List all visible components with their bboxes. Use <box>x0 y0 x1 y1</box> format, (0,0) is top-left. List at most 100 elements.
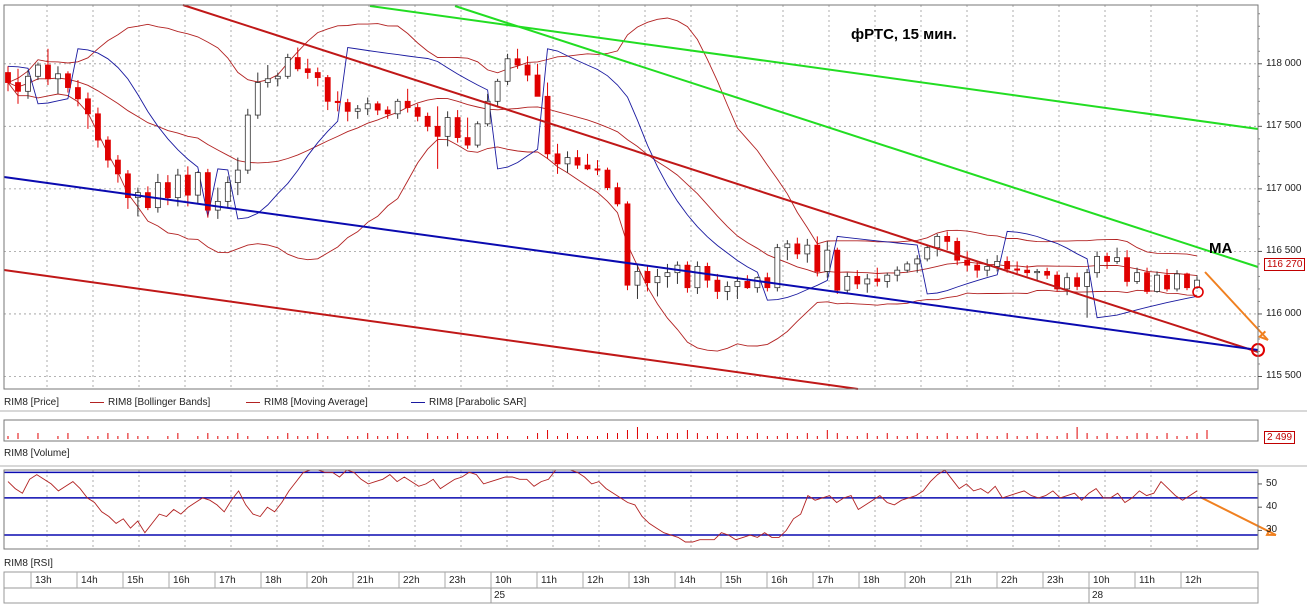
candle-body <box>864 278 871 285</box>
candle <box>904 261 911 273</box>
candle-body <box>684 264 691 289</box>
candle <box>504 53 511 86</box>
candle <box>1184 272 1190 291</box>
candle <box>284 53 291 79</box>
last-price-tag: 116 270 <box>1264 258 1306 271</box>
candle-body <box>504 58 511 82</box>
candle-body <box>994 261 1001 267</box>
price-tick-label: 116 000 <box>1266 307 1302 319</box>
candle-body <box>1034 271 1041 274</box>
candle-body <box>514 58 521 66</box>
candle-body <box>714 279 721 292</box>
candle <box>824 241 831 278</box>
candle-body <box>904 263 911 271</box>
red-trendline-lower <box>3 269 859 390</box>
rsi-line <box>7 469 1198 543</box>
legend-moving-average: RIM8 [Moving Average] <box>246 397 368 408</box>
candle-body <box>1084 272 1090 287</box>
candle-body <box>1094 256 1100 274</box>
time-tick-label: 20h <box>909 575 926 586</box>
time-tick-label: 10h <box>1093 575 1110 586</box>
time-tick-label: 12h <box>1185 575 1202 586</box>
volume-frame <box>3 419 1259 442</box>
candle-body <box>1164 274 1170 290</box>
candle <box>75 80 81 107</box>
time-tick-label: 21h <box>955 575 972 586</box>
candle-body <box>1144 272 1150 292</box>
candle-body <box>115 159 121 175</box>
ma-annotation: MA <box>1209 240 1233 257</box>
candle-body <box>554 153 561 165</box>
chart-title: фРТС, 15 мин. <box>851 26 957 43</box>
candle-body <box>194 172 201 196</box>
candle-body <box>244 114 251 171</box>
time-tick-label: 13h <box>633 575 650 586</box>
candle-body <box>324 77 331 102</box>
candle <box>424 112 431 132</box>
candle <box>294 47 301 72</box>
candle <box>394 98 401 119</box>
candle <box>384 106 391 119</box>
candle-body <box>894 269 901 276</box>
candle <box>404 88 411 113</box>
candle <box>184 166 191 207</box>
time-tick-label: 22h <box>403 575 420 586</box>
candle <box>494 78 501 108</box>
time-tick-label: 10h <box>495 575 512 586</box>
candle-body <box>164 182 171 199</box>
time-tick-label: 21h <box>357 575 374 586</box>
time-tick-label: 11h <box>541 575 557 586</box>
candle-body <box>414 107 421 117</box>
candle-body <box>85 98 91 115</box>
candle-body <box>384 109 391 115</box>
candle-body <box>364 103 371 110</box>
candle-body <box>124 173 131 199</box>
candle <box>124 170 131 209</box>
candle-body <box>144 192 151 209</box>
candle-body <box>734 281 741 287</box>
candle-body <box>874 278 881 282</box>
rsi-forecast-arrow <box>1199 496 1277 536</box>
red-trendline-upper <box>182 4 1259 353</box>
candle <box>694 261 701 294</box>
candle <box>1044 267 1051 279</box>
candle <box>684 261 691 293</box>
candle-body <box>394 100 401 115</box>
candle <box>744 275 751 289</box>
candle-body <box>304 68 311 73</box>
rsi-pane-label: RIM8 [RSI] <box>4 558 53 569</box>
candle-body <box>744 281 751 289</box>
volume-bars <box>7 427 1208 439</box>
candle <box>344 98 351 122</box>
candle <box>1094 251 1100 278</box>
candle-body <box>434 125 441 137</box>
candle <box>454 110 461 143</box>
rsi-frame <box>3 469 1259 550</box>
candle <box>224 176 231 208</box>
candle <box>95 107 101 148</box>
candle <box>234 157 241 196</box>
candle-body <box>484 100 491 125</box>
candle <box>1004 256 1011 273</box>
candle <box>85 92 91 129</box>
candle <box>45 48 51 86</box>
candle <box>614 182 621 207</box>
time-tick-label: 17h <box>219 575 236 586</box>
candle <box>354 105 361 119</box>
candle-body <box>174 174 181 199</box>
time-tick-label: 23h <box>449 575 466 586</box>
candle <box>724 281 731 301</box>
candle-body <box>494 80 501 102</box>
rsi-tick-label: 40 <box>1266 501 1278 513</box>
candle-body <box>224 182 231 202</box>
candle-body <box>954 241 961 261</box>
price-tick-label: 117 000 <box>1266 182 1302 194</box>
candle <box>984 258 991 277</box>
candle-body <box>1004 261 1011 270</box>
candle-body <box>984 266 991 271</box>
candle-body <box>934 236 941 249</box>
price-tick-label: 116 500 <box>1266 245 1302 257</box>
candle <box>1114 247 1120 264</box>
candle <box>324 75 331 111</box>
candle-body <box>1174 273 1180 290</box>
